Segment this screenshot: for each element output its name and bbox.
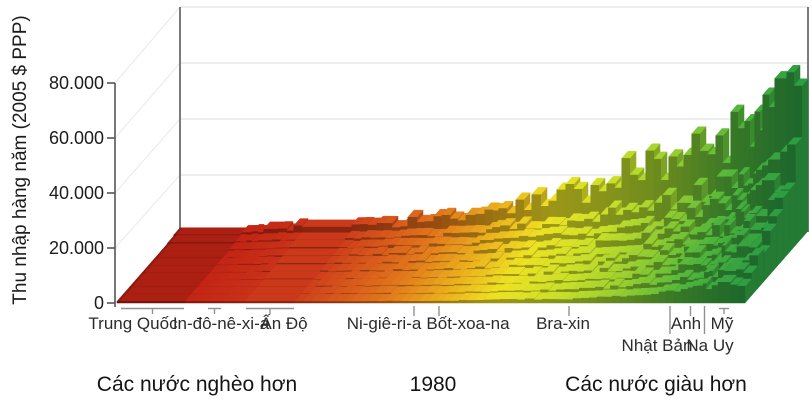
caption-year: 1980 (409, 373, 457, 396)
y-axis-title: Thu nhập hàng năm (2005 $ PPP) (10, 15, 31, 305)
bars-3d (116, 64, 809, 304)
country-label-anh: Anh (670, 314, 702, 333)
country-label-trung-quoc: Trung Quốc (88, 314, 178, 333)
country-label-bra-xin: Bra-xin (536, 314, 590, 333)
caption-poorer-countries: Các nước nghèo hơn (96, 373, 298, 396)
country-label-na-uy: Na Uy (686, 336, 734, 355)
y-tick-label: 60.000 (48, 128, 104, 148)
country-label-an-do: Ấn Độ (260, 314, 308, 333)
country-label-nhat-ban: Nhật Bản (621, 336, 693, 355)
country-ticks (121, 306, 729, 334)
y-tick-label: 80.000 (48, 73, 104, 93)
y-tick-label: 20.000 (48, 238, 104, 258)
y-tick-label: 40.000 (48, 183, 104, 203)
country-label-my: Mỹ (710, 314, 734, 333)
country-label-in-do-ne-xi-a: In-đô-nê-xi-a (172, 314, 270, 333)
country-label-bot-xoa-na: Bốt-xoa-na (426, 314, 510, 333)
caption-richer-countries: Các nước giàu hơn (565, 373, 747, 396)
y-axis (107, 82, 116, 307)
y-tick-label: 0 (93, 293, 104, 313)
country-label-ni-gie-ri-a: Ni-giê-ri-a (346, 314, 422, 333)
